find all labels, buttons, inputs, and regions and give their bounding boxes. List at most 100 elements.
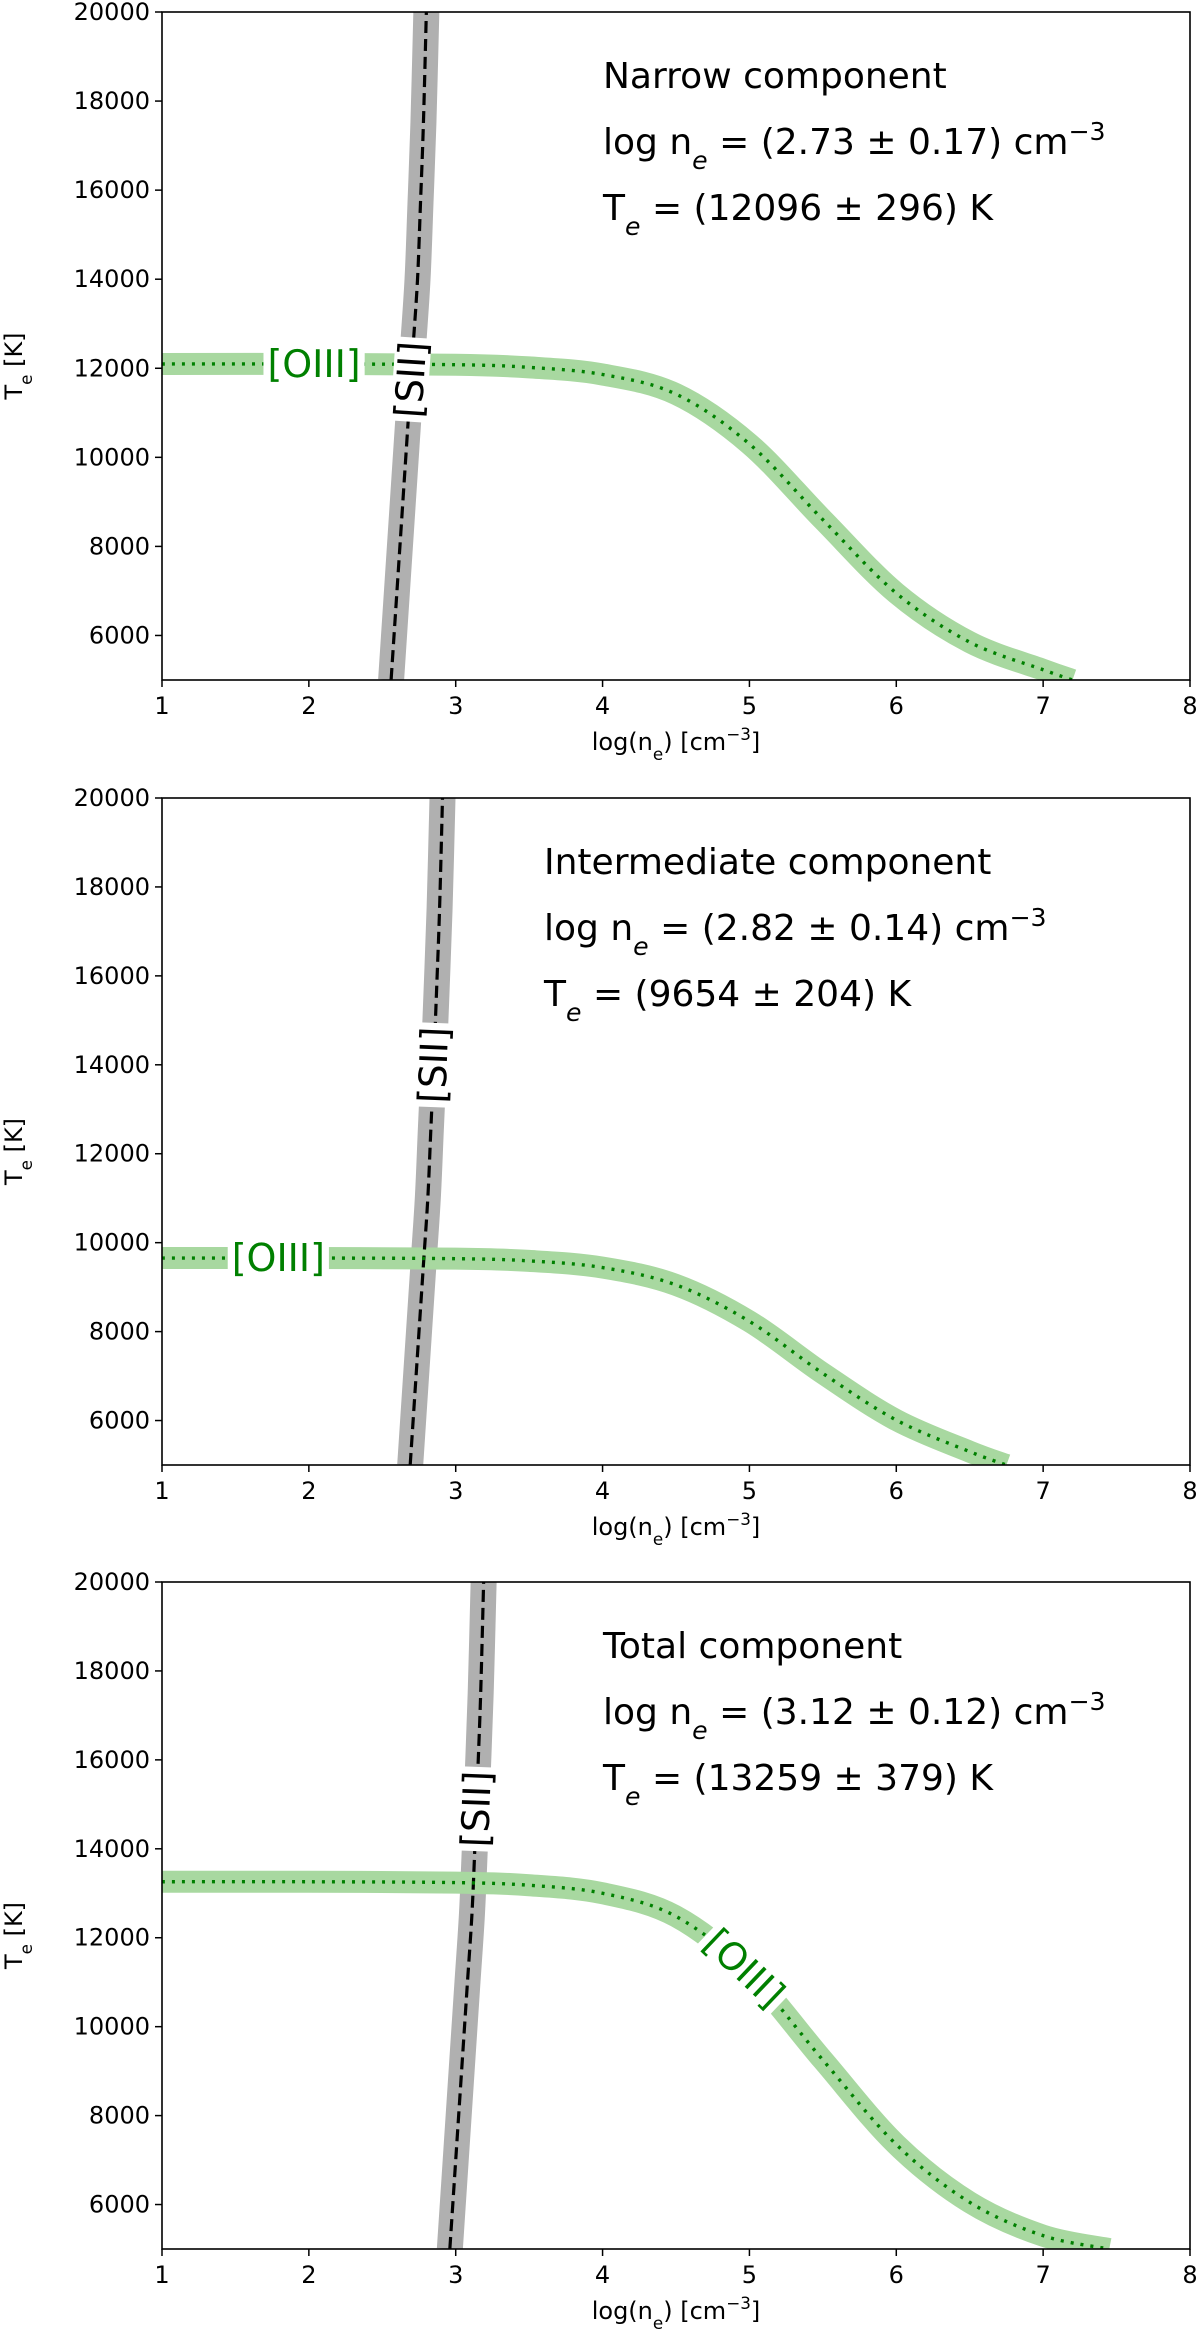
annotation-line-1: Total component [602, 1626, 902, 1667]
annotation-line-2-part: −3 [1068, 117, 1105, 146]
annotation-line-2-part: −3 [1009, 903, 1046, 932]
x-axis-label-part: log(n [592, 2297, 653, 2325]
annotation-line-3-part: e [625, 1782, 641, 1811]
x-axis-label: log(ne) [cm−3] [592, 724, 761, 764]
x-axis-label-part: ) [cm [663, 1513, 726, 1541]
annotation-line-2: log ne = (3.12 ± 0.12) cm−3 [603, 1687, 1106, 1745]
uncertainty-band-oiii [162, 1247, 1011, 1465]
uncertainty-band-sii [397, 798, 456, 1465]
y-tick-label: 10000 [74, 1229, 150, 1257]
curve-label-oiii: [OIII] [267, 342, 360, 386]
curve-label-background [227, 1240, 329, 1277]
y-tick-label: 20000 [74, 784, 150, 812]
x-tick-label: 1 [154, 692, 169, 720]
y-axis-label-part: T [0, 1954, 28, 1970]
y-tick-label: 14000 [74, 1051, 150, 1079]
x-axis-label-part: ) [cm [663, 2297, 726, 2325]
y-tick-label: 14000 [74, 1835, 150, 1863]
y-axis-label: Te [K] [0, 1902, 36, 1970]
y-tick-label: 16000 [74, 176, 150, 204]
plot-area [162, 798, 1011, 1465]
x-tick-label: 2 [301, 1477, 316, 1505]
curve-label-oiii: [OIII] [232, 1236, 325, 1280]
curve-label-background [695, 1920, 794, 2017]
annotation-line-2: log ne = (2.73 ± 0.17) cm−3 [603, 117, 1106, 175]
x-axis-label: log(ne) [cm−3] [592, 2293, 761, 2333]
x-tick-label: 7 [1036, 1477, 1051, 1505]
plot-area [162, 1582, 1112, 2249]
x-tick-label: 4 [595, 1477, 610, 1505]
chart-panel-1: [SII] [OIII] 1 2 3 4 5 6 7 8 6000 8000 10000 12000 140… [0, 0, 1198, 764]
x-axis-label-part: log(n [592, 728, 653, 756]
curve-label-background [390, 336, 432, 423]
annotation-line-3: Te = (9654 ± 204) K [543, 974, 912, 1027]
x-axis-label-part: −3 [726, 1509, 751, 1529]
x-tick-label: 7 [1036, 2261, 1051, 2289]
annotation-line-3-part: = (9654 ± 204) K [582, 974, 913, 1015]
x-axis-label-part: ) [cm [663, 728, 726, 756]
annotation-line-2-part: log n [544, 908, 633, 949]
x-tick-label: 6 [889, 692, 904, 720]
series-line-sii [408, 798, 445, 1465]
annotation-line-1: Intermediate component [544, 842, 991, 883]
y-tick-label: 10000 [74, 443, 150, 471]
annotation-line-2-part: e [633, 932, 649, 961]
axes-frame [161, 11, 1191, 681]
annotation-line-2-part: = (2.82 ± 0.14) cm [649, 908, 1010, 949]
x-tick-label: 4 [595, 692, 610, 720]
x-tick-label: 3 [448, 692, 463, 720]
y-axis-label: Te [K] [0, 332, 36, 400]
x-tick-label: 5 [742, 692, 757, 720]
x-axis-label-part: −3 [726, 2293, 751, 2313]
y-tick-label: 6000 [89, 621, 150, 649]
annotation-line-2-part: = (3.12 ± 0.12) cm [708, 1692, 1069, 1733]
y-tick-label: 12000 [74, 1924, 150, 1952]
y-tick-label: 8000 [89, 1318, 150, 1346]
annotation-line-3-part: T [602, 1758, 626, 1799]
x-tick-label: 5 [742, 2261, 757, 2289]
curve-label-background [263, 345, 365, 383]
y-axis-label-part: e [16, 1944, 36, 1954]
y-axis-label-part: [K] [0, 1902, 28, 1944]
annotation-line-1-part: Intermediate component [544, 842, 991, 883]
y-tick-label: 8000 [89, 2102, 150, 2130]
y-tick-label: 18000 [74, 873, 150, 901]
annotation-line-1: Narrow component [603, 56, 947, 97]
annotation-line-1-part: Narrow component [603, 56, 947, 97]
y-tick-label: 18000 [74, 1657, 150, 1685]
y-tick-label: 18000 [74, 87, 150, 115]
annotation-line-3-part: = (13259 ± 379) K [641, 1758, 995, 1799]
x-axis-label-part: e [653, 1529, 663, 1549]
x-tick-label: 5 [742, 1477, 757, 1505]
annotation-line-3-part: e [566, 998, 582, 1027]
annotation-line-3-part: e [625, 212, 641, 241]
annotation-line-3-part: = (12096 ± 296) K [641, 188, 995, 229]
curve-label-sii: [SII] [410, 1026, 457, 1104]
curve-label-background [414, 1022, 454, 1108]
y-tick-label: 8000 [89, 532, 150, 560]
annotation-line-3-part: T [602, 188, 626, 229]
axes-frame [161, 797, 1191, 1466]
uncertainty-band-oiii [162, 352, 1077, 680]
curve-label-sii: [SII] [386, 340, 435, 419]
y-axis-label-part: e [16, 1160, 36, 1170]
y-tick-label: 16000 [74, 1746, 150, 1774]
annotation-line-3: Te = (13259 ± 379) K [602, 1758, 994, 1811]
x-tick-label: 8 [1182, 2261, 1197, 2289]
series-line-sii [448, 1582, 486, 2249]
annotation-line-2-part: e [692, 1716, 708, 1745]
axes-frame [161, 1581, 1191, 2250]
chart-panel-2: [SII] [OIII] 1 2 3 4 5 6 7 8 6000 8000 10000 12000 140… [0, 784, 1198, 1549]
x-axis-label-part: e [653, 2313, 663, 2333]
uncertainty-band-oiii [162, 1870, 1112, 2249]
x-tick-label: 8 [1182, 692, 1197, 720]
x-tick-label: 1 [154, 2261, 169, 2289]
annotation-line-2-part: e [692, 146, 708, 175]
x-tick-label: 2 [301, 2261, 316, 2289]
chart-panel-3: [SII][OIII]1 2 3 4 5 6 7 8600080001000012000140… [0, 1568, 1198, 2333]
annotation-line-2-part: log n [603, 1692, 692, 1733]
annotation-line-2-part: = (2.73 ± 0.17) cm [708, 122, 1069, 163]
x-axis-label-part: ] [751, 728, 760, 756]
y-tick-label: 12000 [74, 354, 150, 382]
x-axis-label-part: log(n [592, 1513, 653, 1541]
